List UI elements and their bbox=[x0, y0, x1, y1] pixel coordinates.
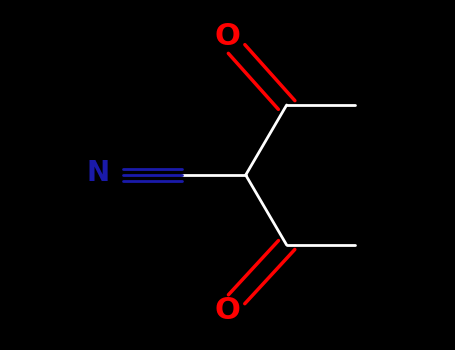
Text: O: O bbox=[215, 22, 240, 51]
Text: N: N bbox=[86, 159, 109, 187]
Text: O: O bbox=[215, 296, 240, 325]
